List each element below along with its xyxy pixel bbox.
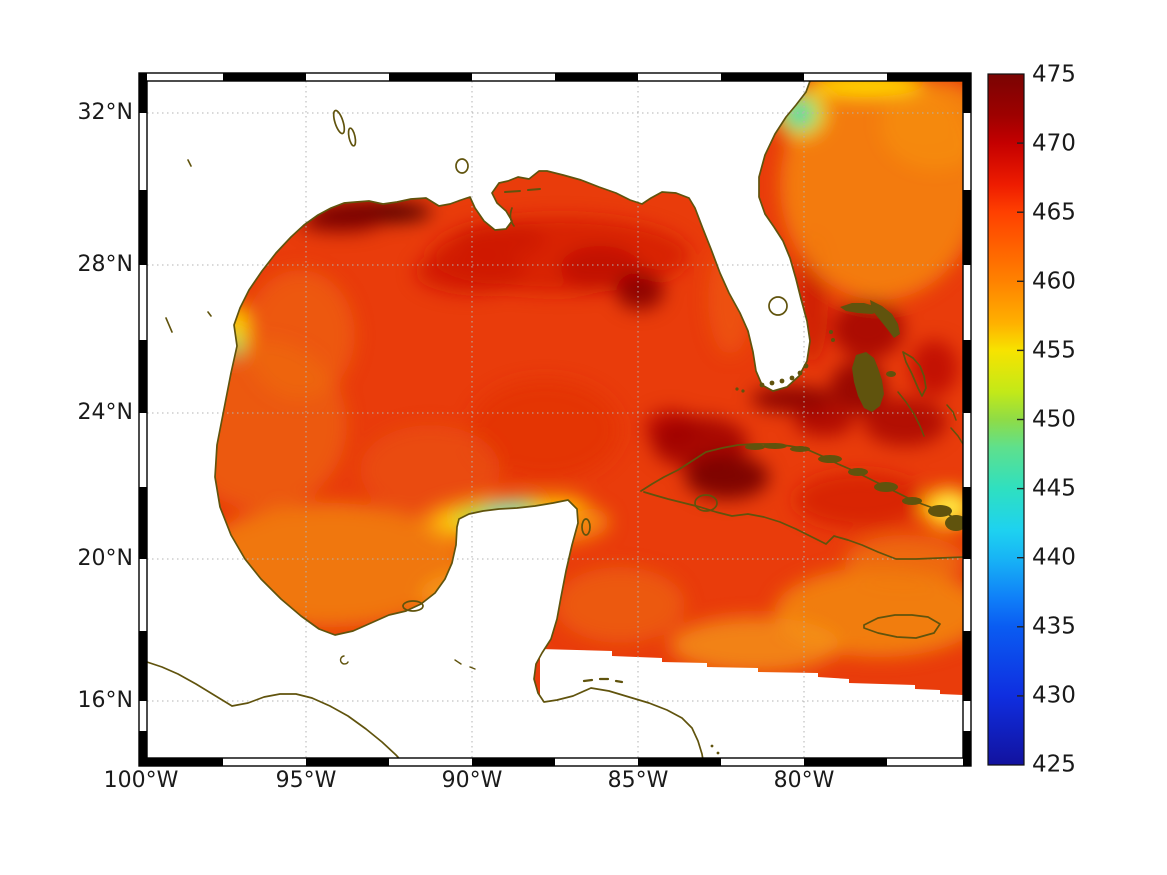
colorbar-label-455: 455 [1032, 337, 1076, 364]
y-tick-label-32n: 32°N [77, 100, 133, 125]
colorbar-label-445: 445 [1032, 475, 1076, 502]
colorbar-label-425: 425 [1032, 751, 1076, 778]
colorbar-label-430: 430 [1032, 682, 1076, 709]
colorbar-label-475: 475 [1032, 61, 1076, 88]
x-tick-label-80w: 80°W [773, 768, 835, 793]
colorbar-label-465: 465 [1032, 199, 1076, 226]
graticule [147, 81, 963, 758]
coastlines [147, 81, 963, 758]
y-tick-label-20n: 20°N [77, 546, 133, 571]
y-tick-label-16n: 16°N [77, 688, 133, 713]
land-mask-mainland [147, 81, 810, 758]
colorbar-ticks [1017, 142, 1024, 697]
colorbar-label-440: 440 [1032, 544, 1076, 571]
data-field-layer [147, 81, 963, 758]
y-tick-label-24n: 24°N [77, 400, 133, 425]
y-tick-label-28n: 28°N [77, 252, 133, 277]
x-tick-label-95w: 95°W [275, 768, 337, 793]
colorbar-label-460: 460 [1032, 268, 1076, 295]
islets [710, 300, 963, 758]
map-frame [138, 72, 972, 767]
x-tick-label-85w: 85°W [607, 768, 669, 793]
x-tick-label-90w: 90°W [441, 768, 503, 793]
colorbar-label-450: 450 [1032, 406, 1076, 433]
x-tick-label-100w: 100°W [103, 768, 179, 793]
colorbar-label-435: 435 [1032, 613, 1076, 640]
no-data-wedge [540, 649, 963, 758]
colorbar-label-470: 470 [1032, 130, 1076, 157]
colorbar [987, 73, 1025, 766]
